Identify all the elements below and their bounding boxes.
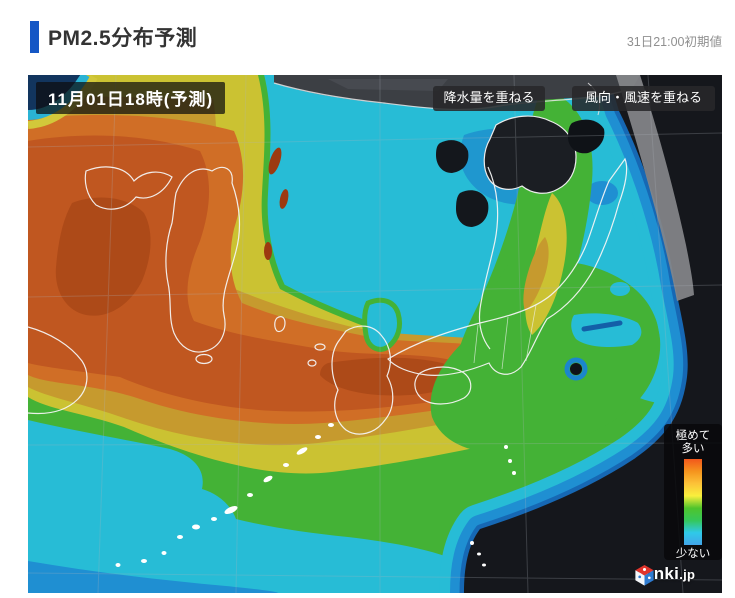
overlay-wind-button[interactable]: 風向・風速を重ねる bbox=[572, 86, 715, 111]
forecast-timestamp-label: 11月01日18時(予測) bbox=[36, 82, 226, 114]
pm25-contour-canvas bbox=[28, 75, 722, 593]
pm25-forecast-map: 11月01日18時(予測) 降水量を重ねる 風向・風速を重ねる 極めて 多い 少… bbox=[28, 75, 722, 593]
legend-high-label-1: 極めて bbox=[675, 430, 711, 442]
legend-gradient-bar bbox=[684, 459, 702, 545]
header-accent-bar bbox=[30, 21, 39, 53]
init-time-label: 31日21:00初期値 bbox=[626, 35, 722, 49]
tenki-jp-logo: tenki.jp bbox=[633, 564, 695, 586]
island-dots bbox=[115, 423, 516, 567]
range-edge-band bbox=[616, 75, 694, 301]
legend-high-label-2: 多い bbox=[681, 443, 705, 455]
legend-low-label: 少ない bbox=[675, 548, 711, 560]
tenki-cube-icon bbox=[635, 564, 654, 586]
page-title: PM2.5分布予測 bbox=[48, 27, 198, 50]
overlay-precipitation-button[interactable]: 降水量を重ねる bbox=[433, 86, 545, 111]
pm25-legend: 極めて 多い 少ない bbox=[664, 424, 722, 560]
coastlines bbox=[28, 157, 628, 435]
